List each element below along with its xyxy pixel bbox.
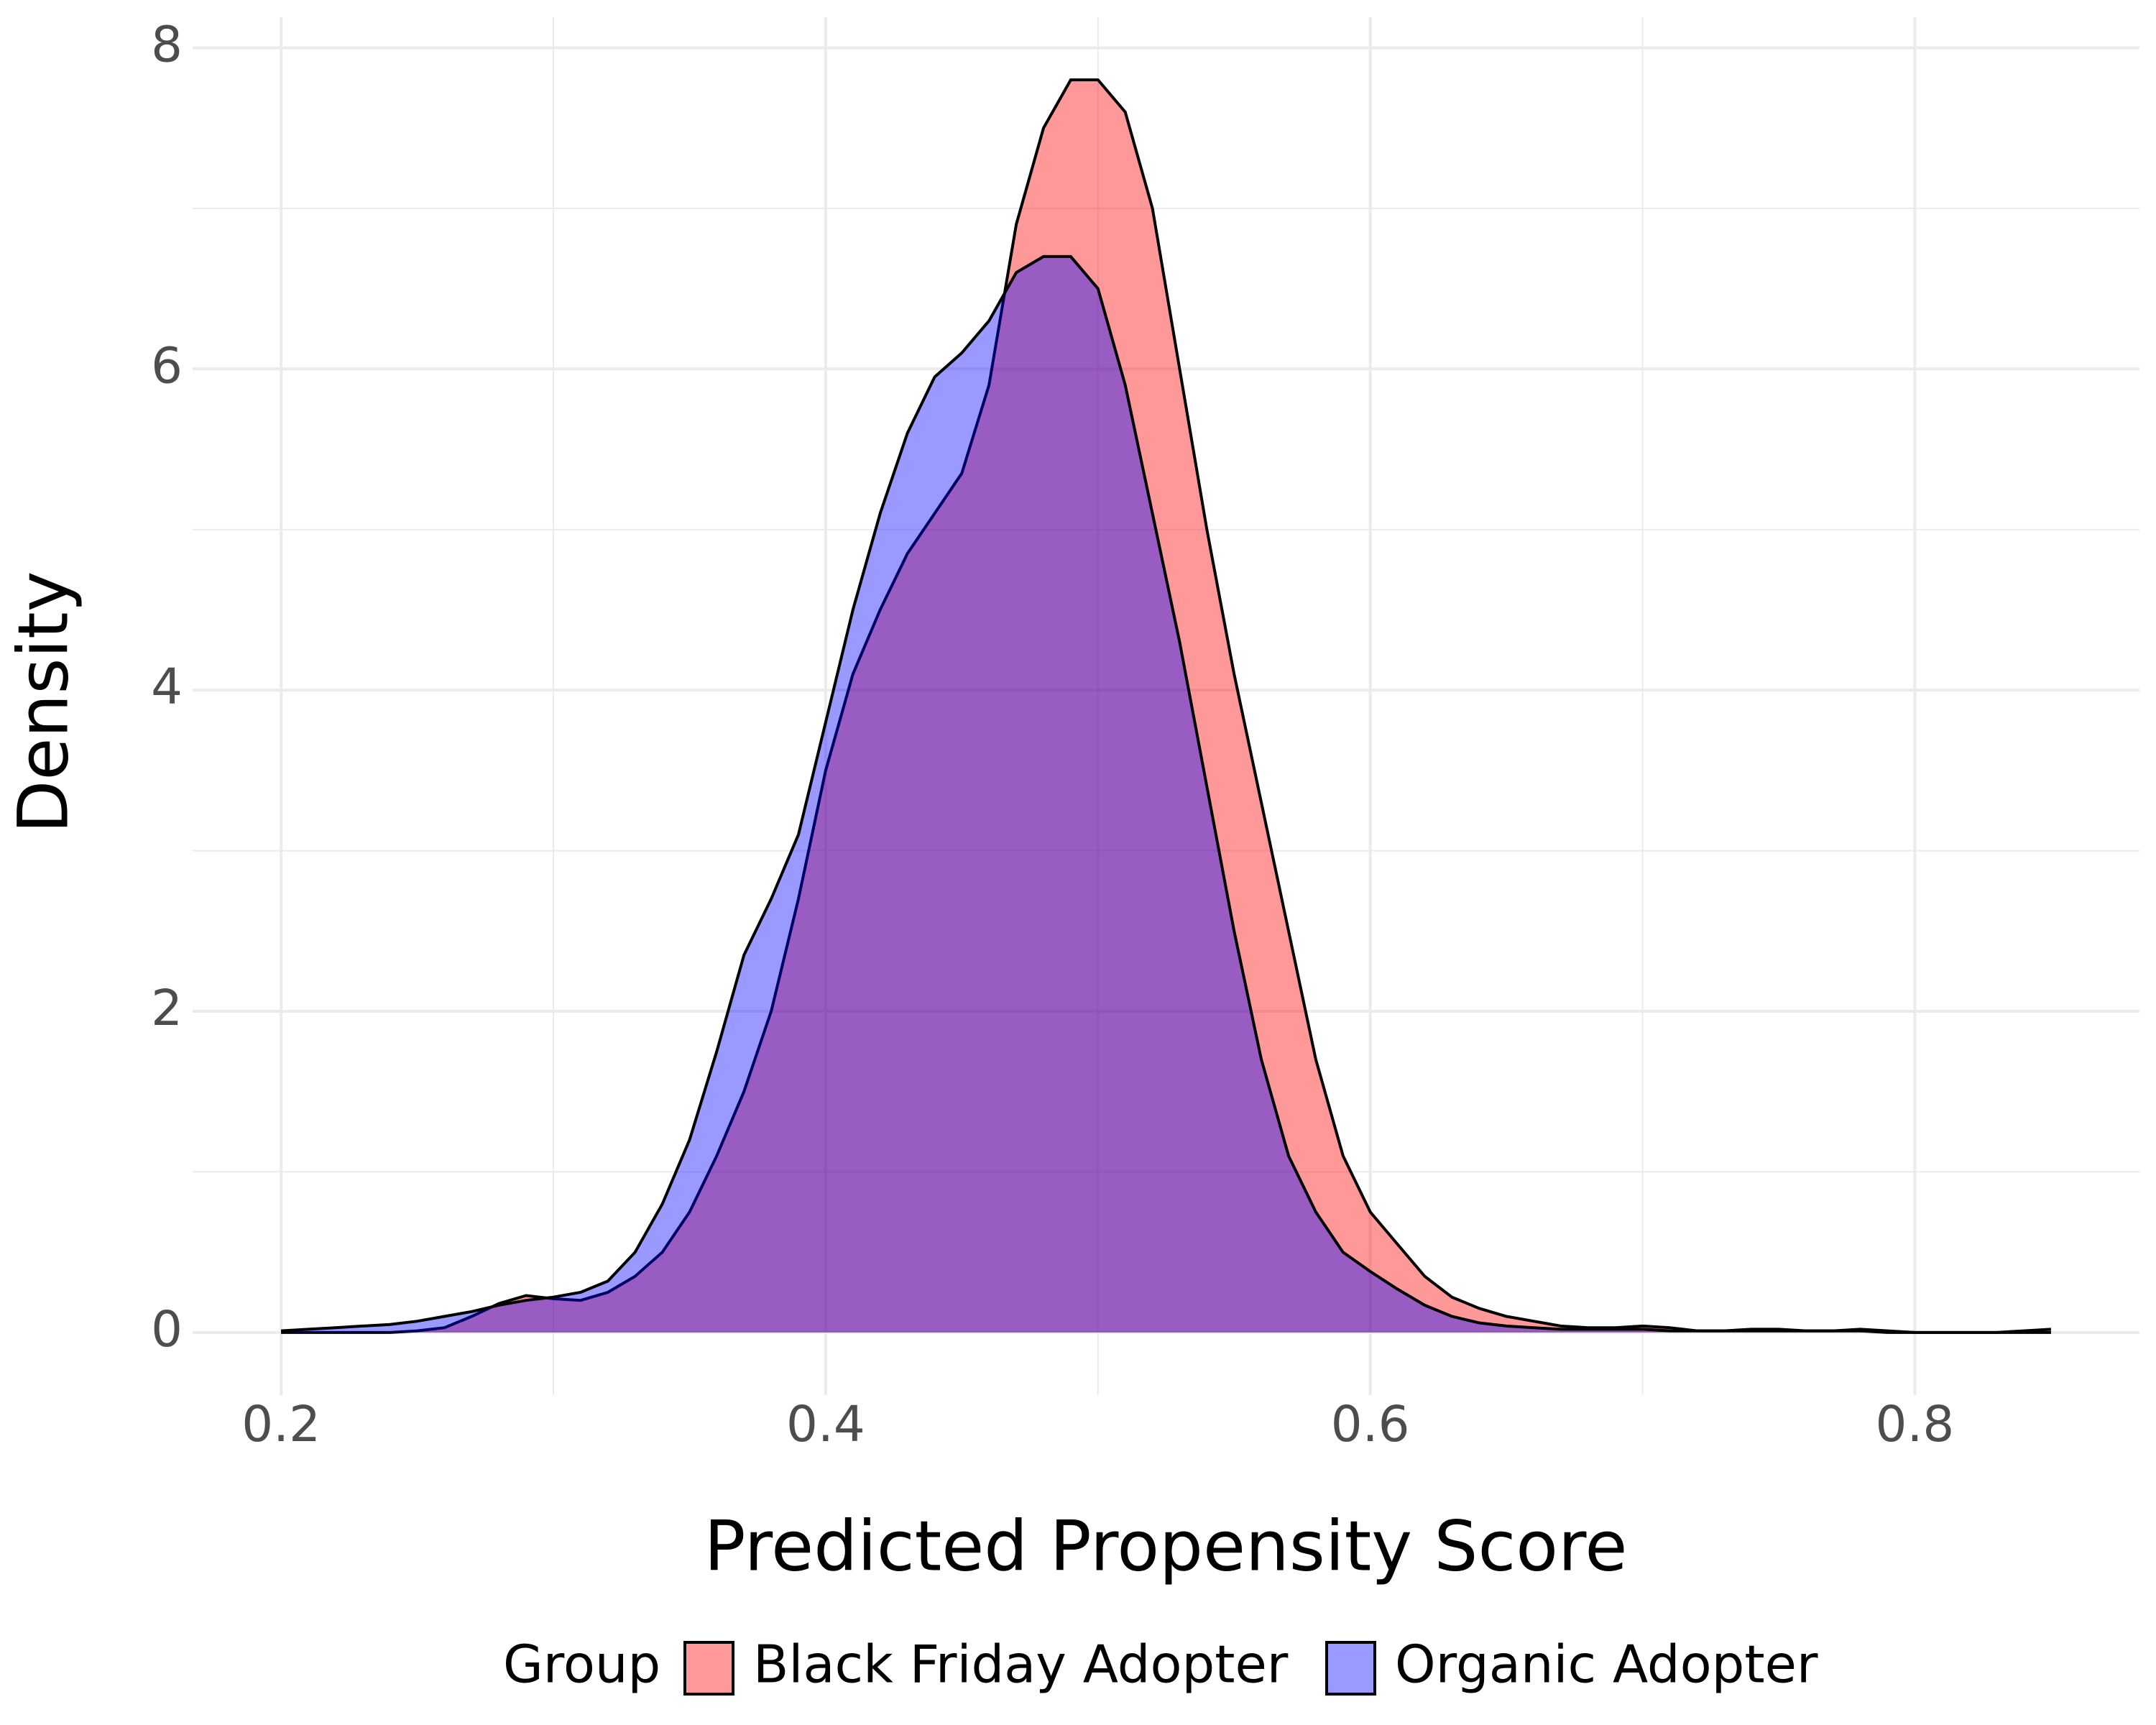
y-tick-label: 6 [151, 337, 183, 395]
legend: Group Black Friday Adopter Organic Adopte… [503, 1634, 1818, 1696]
x-tick-label: 0.2 [241, 1396, 321, 1453]
legend-label: Black Friday Adopter [753, 1634, 1289, 1695]
plot-area [280, 78, 2052, 1334]
y-axis-title: Density [3, 571, 83, 834]
x-tick-label: 0.6 [1331, 1396, 1410, 1453]
density-line [280, 254, 2051, 1334]
x-tick-label: 0.4 [786, 1396, 865, 1453]
x-axis-title: Predicted Propensity Score [704, 1506, 1628, 1586]
y-tick-label: 8 [151, 16, 183, 73]
legend-key [1325, 1641, 1376, 1696]
density-area [281, 256, 2051, 1333]
grid [193, 17, 2139, 1395]
y-tick-label: 0 [151, 1301, 183, 1358]
legend-label: Organic Adopter [1395, 1634, 1818, 1695]
y-tick-label: 2 [151, 980, 183, 1037]
y-tick-label: 4 [151, 658, 183, 716]
density-area [281, 80, 2051, 1333]
x-tick-label: 0.8 [1876, 1396, 1955, 1453]
legend-title: Group [503, 1634, 660, 1695]
legend-key [683, 1641, 734, 1696]
density-line [281, 78, 2052, 1334]
